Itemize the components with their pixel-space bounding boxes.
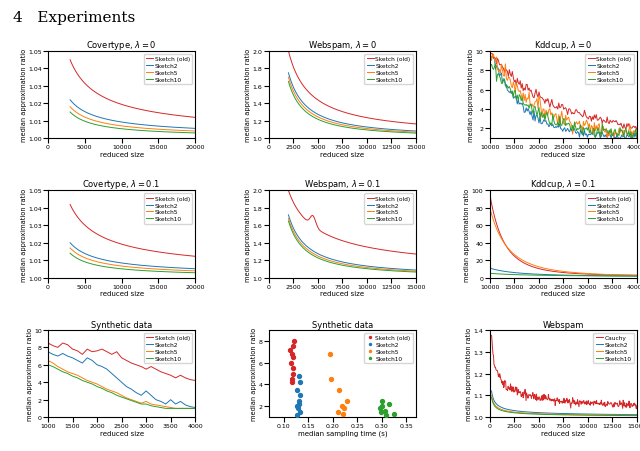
- Point: [287, 370, 298, 377]
- Point: [291, 403, 301, 410]
- Legend: Sketch (old), Sketch2, Sketch5, Sketch10: Sketch (old), Sketch2, Sketch5, Sketch10: [143, 333, 192, 364]
- X-axis label: reduced size: reduced size: [541, 290, 585, 297]
- Point: [294, 392, 305, 399]
- Y-axis label: median approximation ratio: median approximation ratio: [245, 49, 252, 142]
- X-axis label: reduced size: reduced size: [100, 290, 143, 297]
- X-axis label: reduced size: reduced size: [100, 430, 143, 436]
- Point: [333, 408, 343, 415]
- Title: Covertype, $\lambda = 0$: Covertype, $\lambda = 0$: [86, 39, 157, 52]
- Point: [293, 405, 303, 412]
- Point: [288, 343, 298, 350]
- Point: [294, 372, 304, 379]
- Title: Webspam: Webspam: [543, 321, 584, 329]
- X-axis label: reduced size: reduced size: [321, 290, 364, 297]
- Point: [289, 337, 300, 345]
- Point: [294, 397, 304, 405]
- Title: Kddcup, $\lambda = 0.1$: Kddcup, $\lambda = 0.1$: [530, 178, 596, 191]
- Y-axis label: median approximation ratio: median approximation ratio: [245, 188, 252, 281]
- Point: [288, 354, 298, 361]
- Point: [339, 405, 349, 412]
- Point: [388, 410, 399, 418]
- Point: [342, 397, 352, 405]
- Point: [295, 408, 305, 415]
- X-axis label: reduced size: reduced size: [100, 152, 143, 157]
- Legend: Sketch (old), Sketch2, Sketch5, Sketch10: Sketch (old), Sketch2, Sketch5, Sketch10: [364, 55, 413, 85]
- Point: [375, 405, 385, 412]
- Point: [337, 403, 347, 410]
- Legend: Sketch (old), Sketch2, Sketch5, Sketch10: Sketch (old), Sketch2, Sketch5, Sketch10: [143, 194, 192, 224]
- Title: Kddcup, $\lambda = 0$: Kddcup, $\lambda = 0$: [534, 39, 593, 52]
- Point: [294, 400, 304, 408]
- Point: [285, 346, 295, 354]
- Y-axis label: median approximation ratio: median approximation ratio: [468, 49, 474, 142]
- Point: [286, 359, 296, 366]
- Point: [287, 350, 298, 358]
- Title: Covertype, $\lambda = 0.1$: Covertype, $\lambda = 0.1$: [83, 178, 161, 191]
- Point: [326, 376, 336, 383]
- Point: [287, 379, 297, 386]
- Point: [324, 350, 335, 358]
- Y-axis label: median approximation ratio: median approximation ratio: [20, 49, 27, 142]
- Legend: Sketch (old), Sketch2, Sketch5, Sketch10: Sketch (old), Sketch2, Sketch5, Sketch10: [585, 55, 634, 85]
- Point: [292, 411, 302, 419]
- Y-axis label: median approximation ratio: median approximation ratio: [466, 327, 472, 420]
- Point: [292, 387, 302, 394]
- Point: [377, 403, 387, 410]
- X-axis label: reduced size: reduced size: [541, 430, 585, 436]
- Title: Synthetic data: Synthetic data: [91, 321, 152, 329]
- Y-axis label: median approximation ratio: median approximation ratio: [20, 188, 27, 281]
- Point: [380, 411, 390, 419]
- Text: 4   Experiments: 4 Experiments: [13, 11, 135, 25]
- Legend: Sketch (old), Sketch2, Sketch5, Sketch10: Sketch (old), Sketch2, Sketch5, Sketch10: [364, 333, 413, 364]
- Point: [383, 400, 394, 408]
- Title: Synthetic data: Synthetic data: [312, 321, 373, 329]
- Title: Webspam, $\lambda = 0$: Webspam, $\lambda = 0$: [308, 39, 377, 52]
- Legend: Sketch (old), Sketch2, Sketch5, Sketch10: Sketch (old), Sketch2, Sketch5, Sketch10: [364, 194, 413, 224]
- Point: [380, 407, 390, 414]
- Point: [295, 379, 305, 386]
- Title: Webspam, $\lambda = 0.1$: Webspam, $\lambda = 0.1$: [304, 178, 381, 191]
- Y-axis label: median approximation ratio: median approximation ratio: [27, 327, 33, 420]
- Point: [333, 387, 344, 394]
- X-axis label: reduced size: reduced size: [541, 152, 585, 157]
- Point: [287, 376, 298, 383]
- Legend: Sketch (old), Sketch2, Sketch5, Sketch10: Sketch (old), Sketch2, Sketch5, Sketch10: [585, 194, 634, 224]
- X-axis label: reduced size: reduced size: [321, 152, 364, 157]
- X-axis label: median sampling time (s): median sampling time (s): [298, 430, 387, 436]
- Legend: Sketch (old), Sketch2, Sketch5, Sketch10: Sketch (old), Sketch2, Sketch5, Sketch10: [143, 55, 192, 85]
- Point: [338, 410, 348, 418]
- Y-axis label: median approximation ratio: median approximation ratio: [465, 188, 470, 281]
- Point: [377, 397, 387, 405]
- Point: [376, 408, 386, 415]
- Point: [287, 365, 298, 372]
- Y-axis label: median approximation ratio: median approximation ratio: [251, 327, 257, 420]
- Legend: Cauchy, Sketch2, Sketch5, Sketch10: Cauchy, Sketch2, Sketch5, Sketch10: [593, 333, 634, 364]
